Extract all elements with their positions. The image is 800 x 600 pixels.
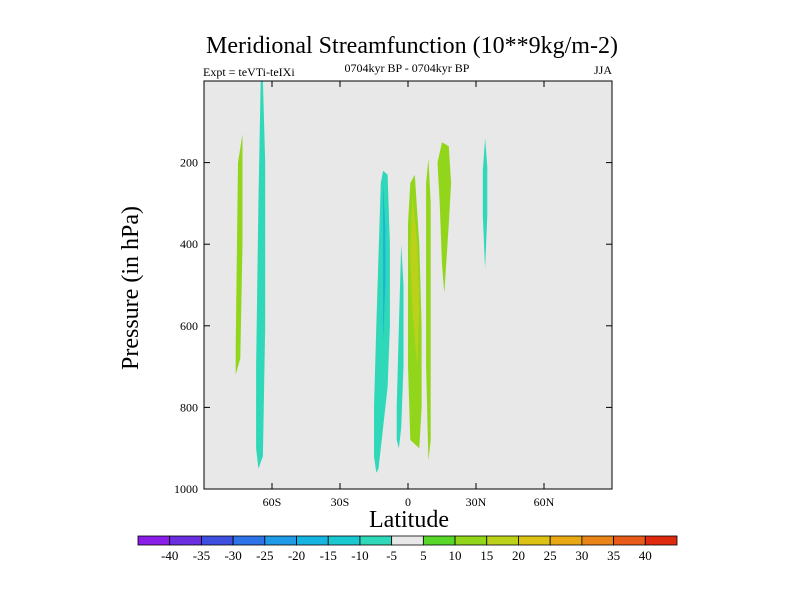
y-tick-label-1: 400 <box>180 237 198 251</box>
x-tick-label-2: 0 <box>405 495 411 509</box>
colorbar-swatch-0 <box>137 535 171 546</box>
colorbar-swatch-3 <box>232 535 266 546</box>
colorbar-swatch-2 <box>201 535 234 546</box>
colorbar-swatch-13 <box>549 535 583 546</box>
experiment-label: Expt = teVTi-teIXi <box>203 65 295 79</box>
colorbar-label-3: -25 <box>256 548 273 563</box>
colorbar-label-14: 35 <box>607 548 620 563</box>
colorbar: -40 -35 -30 -25 -20 -15 -10 -5 5 10 15 20 25 30 35 40 <box>137 535 678 563</box>
y-axis-label: Pressure (in hPa) <box>118 206 144 370</box>
colorbar-label-13: 30 <box>575 548 588 563</box>
colorbar-swatch-4 <box>264 535 297 546</box>
colorbar-label-10: 15 <box>480 548 493 563</box>
colorbar-label-4: -20 <box>288 548 305 563</box>
contour-region-4 <box>396 244 404 449</box>
colorbar-swatch-6 <box>327 535 361 546</box>
colorbar-label-9: 10 <box>449 548 462 563</box>
x-tick-label-4: 60N <box>534 495 555 509</box>
contour-region-0 <box>235 134 243 375</box>
colorbar-swatch-7 <box>359 535 393 546</box>
x-tick-label-1: 30S <box>331 495 350 509</box>
colorbar-label-7: -5 <box>386 548 397 563</box>
colorbar-swatch-8 <box>391 535 424 546</box>
colorbar-swatch-14 <box>581 535 614 546</box>
season-label: JJA <box>594 63 612 77</box>
contour-region-8 <box>426 158 431 461</box>
colorbar-swatch-12 <box>518 535 551 546</box>
x-axis-label: Latitude <box>369 507 449 533</box>
colorbar-label-1: -35 <box>193 548 210 563</box>
colorbar-swatch-9 <box>422 535 456 546</box>
colorbar-swatch-16 <box>644 535 678 546</box>
colorbar-label-15: 40 <box>639 548 652 563</box>
x-tick-label-3: 30N <box>466 495 487 509</box>
contour-region-7 <box>437 142 452 294</box>
colorbar-label-5: -15 <box>320 548 337 563</box>
colorbar-label-11: 20 <box>512 548 525 563</box>
contour-region-6 <box>410 195 420 367</box>
contour-region-2 <box>374 170 390 473</box>
y-tick-label-2: 600 <box>180 319 198 333</box>
colorbar-swatch-10 <box>454 535 488 546</box>
y-tick-label-3: 800 <box>180 400 198 414</box>
colorbar-label-12: 25 <box>544 548 557 563</box>
contour-region-9 <box>482 138 488 269</box>
y-tick-label-4: 1000 <box>174 482 198 496</box>
colorbar-swatch-15 <box>613 535 646 546</box>
plot-area: 60S 30S 0 30N 60N 200 400 600 800 1000 <box>174 80 613 509</box>
colorbar-label-8: 5 <box>420 548 427 563</box>
x-tick-label-0: 60S <box>263 495 282 509</box>
colorbar-label-2: -30 <box>224 548 241 563</box>
contour-region-3 <box>383 183 386 343</box>
colorbar-swatch-1 <box>169 535 202 546</box>
chart-title: Meridional Streamfunction (10**9kg/m-2) <box>206 33 618 59</box>
contour-region-1 <box>256 81 266 469</box>
colorbar-swatch-5 <box>296 535 329 546</box>
period-label: 0704kyr BP - 0704kyr BP <box>345 61 470 75</box>
colorbar-label-0: -40 <box>161 548 178 563</box>
y-tick-label-0: 200 <box>180 156 198 170</box>
colorbar-swatch-11 <box>486 535 519 546</box>
colorbar-label-6: -10 <box>351 548 368 563</box>
